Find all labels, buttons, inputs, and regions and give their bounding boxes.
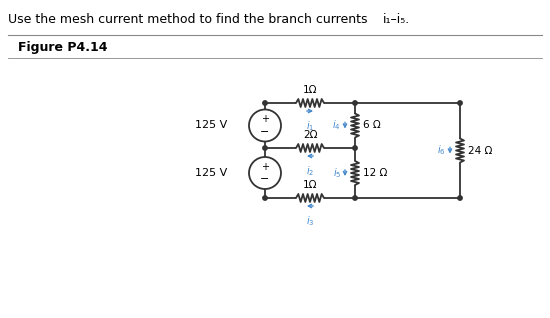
Text: $i_5$: $i_5$ [333, 166, 341, 180]
Text: 2Ω: 2Ω [302, 130, 317, 140]
Circle shape [353, 196, 357, 200]
Text: $i_2$: $i_2$ [306, 164, 314, 178]
Text: +: + [261, 162, 269, 172]
Text: −: − [260, 127, 270, 136]
Text: Figure P4.14: Figure P4.14 [18, 41, 107, 54]
Text: 1Ω: 1Ω [302, 180, 317, 190]
Text: $i_4$: $i_4$ [332, 119, 341, 132]
Text: $i_6$: $i_6$ [437, 144, 446, 157]
Circle shape [353, 101, 357, 105]
Circle shape [353, 146, 357, 150]
Text: 125 V: 125 V [195, 168, 227, 178]
Text: +: + [261, 114, 269, 125]
Text: $i_3$: $i_3$ [306, 214, 314, 228]
Text: 125 V: 125 V [195, 121, 227, 130]
Circle shape [263, 101, 267, 105]
Text: 1Ω: 1Ω [302, 85, 317, 95]
Text: i₁–i₅.: i₁–i₅. [383, 13, 410, 26]
Circle shape [458, 196, 462, 200]
Circle shape [263, 196, 267, 200]
Text: Use the mesh current method to find the branch currents: Use the mesh current method to find the … [8, 13, 371, 26]
Text: $i_1$: $i_1$ [306, 119, 314, 133]
Text: −: − [260, 174, 270, 184]
Circle shape [458, 101, 462, 105]
Text: 12 Ω: 12 Ω [363, 168, 387, 178]
Text: 6 Ω: 6 Ω [363, 121, 381, 130]
Circle shape [263, 146, 267, 150]
Text: 24 Ω: 24 Ω [468, 146, 492, 156]
